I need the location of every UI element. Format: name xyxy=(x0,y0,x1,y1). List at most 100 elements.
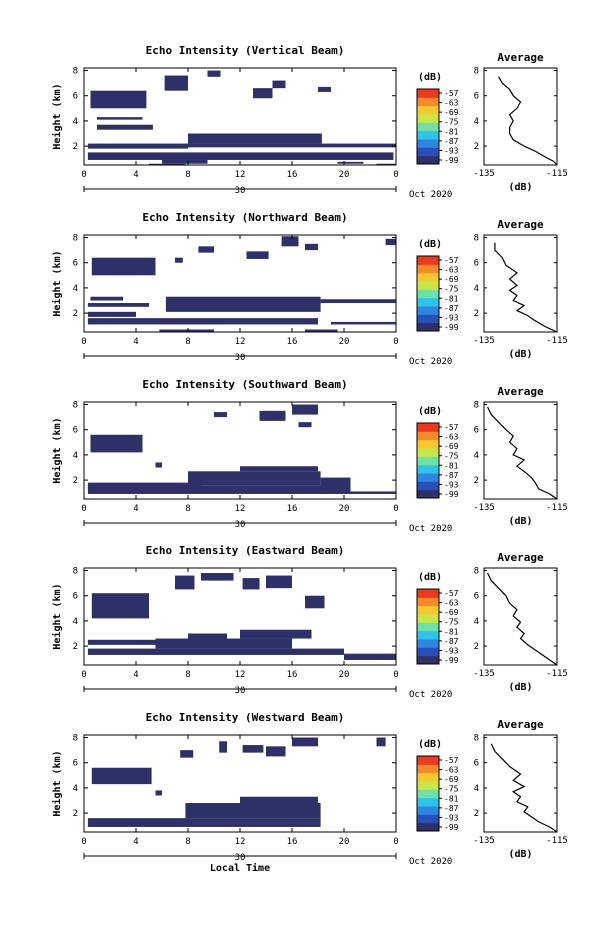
colorbar-tick-label: -99 xyxy=(444,656,459,665)
y-axis-label: Height (km) xyxy=(51,83,63,149)
profile-y-tick-label: 4 xyxy=(474,784,479,794)
y-tick-label: 4 xyxy=(73,784,78,794)
x-tick-label: 12 xyxy=(235,170,246,180)
profile-x-label: (dB) xyxy=(508,516,532,527)
profile-x-tick-label: -115 xyxy=(546,503,568,513)
colorbar-swatch xyxy=(417,806,439,815)
echo-layer xyxy=(87,573,396,660)
colorbar-swatch xyxy=(417,264,439,274)
colorbar-swatch xyxy=(417,89,439,98)
profile-line xyxy=(494,242,558,333)
echo-region xyxy=(219,741,227,753)
colorbar-swatch xyxy=(417,614,439,623)
echo-region xyxy=(87,311,136,317)
heatmap-frame xyxy=(83,67,397,166)
month-label: Oct 2020 xyxy=(409,357,452,367)
echo-region xyxy=(87,152,394,160)
colorbar-tick-label: -75 xyxy=(444,618,459,627)
month-label: Oct 2020 xyxy=(409,690,452,700)
y-tick-label: 4 xyxy=(73,117,78,127)
echo-region xyxy=(162,159,208,164)
colorbar-swatch xyxy=(417,314,439,324)
x-tick-label: 8 xyxy=(185,170,190,180)
profile-y-tick-label: 4 xyxy=(474,117,479,127)
echo-region xyxy=(164,75,188,91)
echo-region xyxy=(149,163,186,165)
colorbar-swatch xyxy=(417,605,439,615)
profile-x-tick-label: -115 xyxy=(546,669,568,679)
colorbar-swatch xyxy=(417,756,439,765)
colorbar-swatch xyxy=(417,589,439,598)
colorbar-swatch xyxy=(417,139,439,148)
colorbar-frame xyxy=(416,588,440,665)
echo-region xyxy=(350,491,396,494)
colorbar-tick-label: -87 xyxy=(444,804,459,813)
profile-y-tick-label: 8 xyxy=(474,734,479,744)
colorbar-swatch xyxy=(417,622,439,632)
x-tick-label: 12 xyxy=(235,337,246,347)
colorbar-tick-label: -93 xyxy=(444,813,459,822)
echo-region xyxy=(188,133,322,144)
y-tick-label: 8 xyxy=(73,567,78,577)
profile-y-tick-label: 4 xyxy=(474,617,479,627)
profile-frame xyxy=(483,401,558,500)
colorbar-swatch xyxy=(417,781,439,790)
x-tick-label: 4 xyxy=(133,504,138,514)
colorbar-tick-label: -57 xyxy=(444,89,459,98)
profile-title: Average xyxy=(497,51,544,64)
echo-region xyxy=(242,745,264,753)
profile-y-tick-label: 2 xyxy=(474,309,479,319)
echo-region xyxy=(266,746,286,757)
echo-region xyxy=(91,593,149,619)
x-tick-label: 20 xyxy=(339,170,350,180)
echo-region xyxy=(259,410,286,421)
echo-region xyxy=(320,299,396,304)
date-label: 30 xyxy=(235,186,246,196)
colorbar-frame xyxy=(416,755,440,832)
colorbar-tick-label: -99 xyxy=(444,823,459,832)
colorbar-swatch xyxy=(417,281,439,290)
colorbar-tick-label: -57 xyxy=(444,589,459,598)
x-axis-label: Local Time xyxy=(210,862,270,874)
colorbar-tick-label: -57 xyxy=(444,256,459,265)
colorbar-swatch xyxy=(417,456,439,466)
y-tick-label: 2 xyxy=(73,642,78,652)
profile-x-tick-label: -135 xyxy=(473,169,495,179)
colorbar-swatch xyxy=(417,597,439,607)
colorbar-unit: (dB) xyxy=(418,739,442,750)
x-tick-label: 0 xyxy=(81,504,86,514)
date-label: 30 xyxy=(235,353,246,363)
heatmap-frame xyxy=(83,234,397,333)
colorbar-tick-label: -63 xyxy=(444,433,459,442)
colorbar-unit: (dB) xyxy=(418,72,442,83)
colorbar-unit: (dB) xyxy=(418,406,442,417)
colorbar-swatch xyxy=(417,489,439,499)
echo-region xyxy=(90,821,188,826)
profile-y-tick-label: 2 xyxy=(474,642,479,652)
echo-region xyxy=(344,653,396,660)
colorbar-swatch xyxy=(417,439,439,449)
echo-region xyxy=(318,86,331,92)
echo-region xyxy=(266,575,292,589)
profile-y-tick-label: 2 xyxy=(474,142,479,152)
colorbar-frame xyxy=(416,422,440,499)
y-tick-label: 6 xyxy=(73,92,78,102)
x-tick-label: 16 xyxy=(287,337,298,347)
x-tick-label: 12 xyxy=(235,837,246,847)
echo-region xyxy=(87,818,321,827)
echo-region xyxy=(87,143,188,149)
profile-x-tick-label: -115 xyxy=(546,336,568,346)
y-tick-label: 8 xyxy=(73,234,78,244)
y-axis-label: Height (km) xyxy=(51,250,63,316)
colorbar-tick-label: -93 xyxy=(444,313,459,322)
profile-title: Average xyxy=(497,218,544,231)
echo-region xyxy=(87,482,201,489)
x-tick-label: 0 xyxy=(393,337,398,347)
colorbar-swatch xyxy=(417,256,439,265)
echo-region xyxy=(90,296,123,301)
x-tick-label: 8 xyxy=(185,504,190,514)
y-tick-label: 4 xyxy=(73,617,78,627)
x-tick-label: 0 xyxy=(393,170,398,180)
colorbar-unit: (dB) xyxy=(418,239,442,250)
echo-region xyxy=(376,737,386,747)
